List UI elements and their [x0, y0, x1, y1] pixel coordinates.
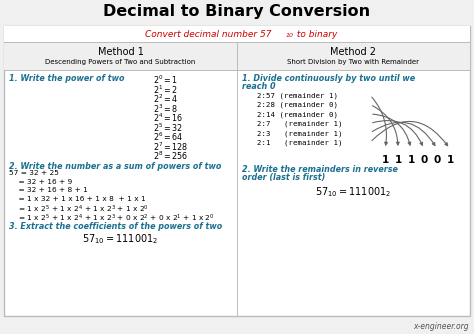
Text: 2:28 (remainder 0): 2:28 (remainder 0) [257, 102, 338, 108]
FancyArrowPatch shape [372, 122, 447, 146]
Text: 2. Write the remainders in reverse: 2. Write the remainders in reverse [242, 165, 398, 174]
Text: $2^6 = 64$: $2^6 = 64$ [153, 131, 183, 143]
Text: $2^1 = 2$: $2^1 = 2$ [153, 84, 178, 96]
Text: = 32 + 16 + 9: = 32 + 16 + 9 [9, 178, 72, 184]
Text: reach 0: reach 0 [242, 82, 275, 91]
Bar [4, 26, 470, 42]
Text: 1: 1 [407, 155, 415, 165]
Text: 2:14 (remainder 0): 2:14 (remainder 0) [257, 111, 338, 118]
Text: order (last is first): order (last is first) [242, 173, 325, 182]
Text: $2^8 = 256$: $2^8 = 256$ [153, 150, 189, 162]
Text: to binary: to binary [294, 29, 337, 38]
Text: $2^0 = 1$: $2^0 = 1$ [153, 74, 178, 87]
Text: $2^2 = 4$: $2^2 = 4$ [153, 93, 178, 106]
Text: 57 = 32 + 25: 57 = 32 + 25 [9, 170, 59, 176]
Text: $2^3 = 8$: $2^3 = 8$ [153, 103, 178, 115]
FancyArrowPatch shape [373, 114, 411, 145]
Text: $2^7 = 128$: $2^7 = 128$ [153, 141, 189, 153]
Text: Short Division by Two with Remainder: Short Division by Two with Remainder [288, 59, 419, 65]
Text: 2:7   (remainder 1): 2:7 (remainder 1) [257, 121, 343, 127]
Text: $57_{10} = 111001_2$: $57_{10} = 111001_2$ [82, 232, 159, 246]
Text: 1. Write the power of two: 1. Write the power of two [9, 74, 125, 83]
Text: Decimal to Binary Conversion: Decimal to Binary Conversion [103, 4, 371, 19]
Text: $2^4 = 16$: $2^4 = 16$ [153, 112, 183, 124]
Text: Method 2: Method 2 [330, 47, 376, 57]
FancyArrowPatch shape [373, 121, 422, 145]
Text: 3. Extract the coefficients of the powers of two: 3. Extract the coefficients of the power… [9, 222, 222, 231]
Text: 0: 0 [420, 155, 428, 165]
Text: Descending Powers of Two and Subtraction: Descending Powers of Two and Subtraction [46, 59, 196, 65]
Text: 0: 0 [433, 155, 441, 165]
Text: 2:3   (remainder 1): 2:3 (remainder 1) [257, 130, 343, 137]
Bar [4, 26, 470, 316]
Text: = 1 x 32 + 1 x 16 + 1 x 8  + 1 x 1: = 1 x 32 + 1 x 16 + 1 x 8 + 1 x 1 [9, 195, 146, 201]
FancyArrowPatch shape [373, 122, 435, 146]
Text: 1: 1 [394, 155, 401, 165]
Text: 2:1   (remainder 1): 2:1 (remainder 1) [257, 140, 343, 146]
Text: 10: 10 [286, 33, 294, 38]
Text: = 32 + 16 + 8 + 1: = 32 + 16 + 8 + 1 [9, 187, 88, 193]
Text: 2:57 (remainder 1): 2:57 (remainder 1) [257, 92, 338, 99]
Text: $2^5 = 32$: $2^5 = 32$ [153, 122, 183, 134]
Text: 1. Divide continuously by two until we: 1. Divide continuously by two until we [242, 74, 415, 83]
Bar [4, 42, 470, 70]
Text: Method 1: Method 1 [98, 47, 144, 57]
Text: = 1 x $2^5$ + 1 x $2^4$ + 1 x $2^3$ + 0 x $2^2$ + 0 x $2^1$ + 1 x $2^0$: = 1 x $2^5$ + 1 x $2^4$ + 1 x $2^3$ + 0 … [9, 212, 215, 224]
Text: $57_{10} = 111001_2$: $57_{10} = 111001_2$ [315, 185, 392, 199]
Text: = 1 x $2^5$ + 1 x $2^4$ + 1 x $2^3$ + 1 x $2^0$: = 1 x $2^5$ + 1 x $2^4$ + 1 x $2^3$ + 1 … [9, 204, 149, 215]
Text: 2. Write the number as a sum of powers of two: 2. Write the number as a sum of powers o… [9, 162, 221, 170]
Text: Convert decimal number 57: Convert decimal number 57 [145, 29, 272, 38]
Text: 1: 1 [447, 155, 454, 165]
FancyArrowPatch shape [372, 97, 387, 145]
FancyArrowPatch shape [373, 106, 399, 145]
Text: x-engineer.org: x-engineer.org [413, 322, 469, 331]
Text: 1: 1 [382, 155, 389, 165]
